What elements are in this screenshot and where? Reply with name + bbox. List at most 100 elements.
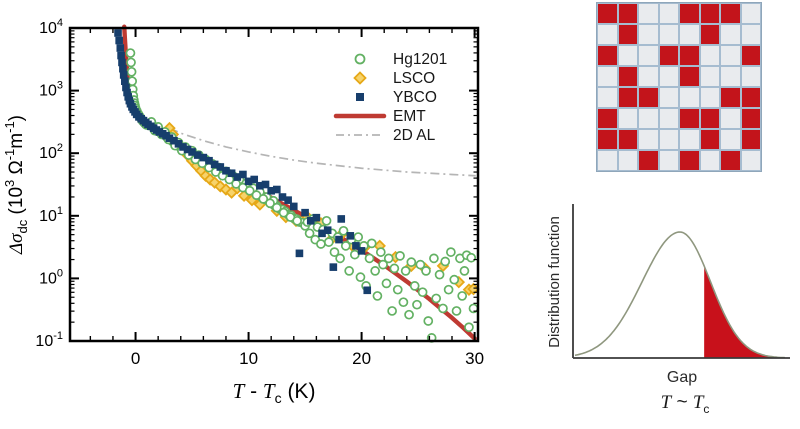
- al-2d-line: [169, 127, 476, 177]
- hg1201-point: [323, 237, 334, 247]
- hg1201-point: [126, 66, 137, 77]
- label-part: c: [275, 390, 282, 406]
- legend-label: YBCO: [393, 89, 437, 106]
- grid-cell-empty: [638, 66, 659, 87]
- hg1201-point: [415, 259, 426, 270]
- y-tick-exponent: 0: [57, 267, 63, 279]
- ybco-point: [357, 247, 366, 255]
- hg1201-point: [125, 48, 136, 58]
- hg1201-point: [321, 215, 332, 226]
- grid-cell-empty: [597, 66, 618, 87]
- hg1201-point: [404, 309, 414, 320]
- gap-distribution-plot: Distribution function Gap: [546, 204, 790, 386]
- hg1201-point: [466, 252, 477, 263]
- ybco-point: [193, 151, 202, 159]
- caption-part: T: [660, 392, 672, 413]
- ybco-point: [278, 193, 287, 201]
- y-tick-label: 100: [39, 267, 63, 287]
- hg1201-point: [440, 256, 451, 267]
- hg1201-point: [387, 306, 397, 316]
- lsco-point: [219, 183, 233, 196]
- grid-cell-filled: [597, 129, 618, 150]
- ybco-point: [122, 83, 130, 92]
- hg1201-point: [449, 274, 460, 285]
- grid-cell-filled: [638, 150, 659, 171]
- hg1201-point: [378, 259, 388, 270]
- grid-cell-empty: [617, 108, 638, 129]
- ybco-point: [256, 181, 264, 190]
- ybco-point: [318, 229, 326, 238]
- grid-cell-filled: [679, 150, 700, 171]
- lsco-point: [208, 176, 221, 189]
- y-tick-exponent: 3: [57, 80, 63, 92]
- hg1201-point: [355, 272, 366, 282]
- ybco-point: [244, 177, 253, 186]
- ybco-point: [115, 36, 123, 45]
- label-part: Ω: [6, 160, 27, 179]
- shaded-tail-area: [704, 266, 785, 358]
- grid-cell-empty: [699, 66, 720, 87]
- legend-item-2d-al: 2D AL: [336, 127, 436, 144]
- y-tick-base: 10: [39, 145, 57, 162]
- ybco-point: [273, 185, 281, 194]
- grid-cell-empty: [740, 150, 761, 171]
- grid-cell-empty: [720, 108, 741, 129]
- ybco-point: [118, 58, 126, 67]
- grid-cell-empty: [720, 24, 741, 45]
- ybco-point: [295, 249, 304, 258]
- label-part: T: [263, 379, 276, 403]
- ybco-point: [119, 71, 128, 79]
- ybco-point: [121, 77, 129, 86]
- grid-cell-empty: [658, 150, 679, 171]
- grid-cell-filled: [679, 45, 700, 66]
- grid-cell-empty: [699, 87, 720, 108]
- hg1201-point: [438, 303, 448, 314]
- grid-cell-filled: [679, 3, 700, 24]
- axes-layer: [68, 26, 480, 343]
- ybco-point: [261, 180, 270, 189]
- ybco-point: [170, 136, 178, 145]
- ybco-point: [222, 166, 230, 175]
- x-tick-label: 10: [239, 349, 258, 368]
- x-tick-label: 0: [131, 349, 140, 368]
- grid-cell-empty: [638, 3, 659, 24]
- grid-cell-empty: [658, 129, 679, 150]
- grid-cell-empty: [658, 87, 679, 108]
- lsco-series: [163, 121, 480, 296]
- ybco-point: [352, 242, 360, 250]
- hg1201-point: [271, 202, 282, 213]
- grid-cell-filled: [597, 3, 618, 24]
- series-layer: [114, 24, 480, 343]
- legend-item-lsco: LSCO: [353, 70, 435, 87]
- legend-item-hg1201: Hg1201: [354, 51, 447, 68]
- hg1201-point: [400, 266, 411, 276]
- grid-cell-filled: [740, 45, 761, 66]
- hg1201-point: [340, 240, 351, 251]
- caption-part: ~: [671, 392, 693, 413]
- grid-cell-filled: [617, 66, 638, 87]
- grid-cell-empty: [597, 87, 618, 108]
- ybco-point: [199, 153, 208, 162]
- ybco-point: [239, 170, 247, 179]
- y-tick-label: 102: [39, 142, 63, 162]
- hg1201-point: [366, 238, 377, 249]
- hg1201-point: [398, 297, 409, 308]
- ybco-point: [289, 202, 298, 211]
- ybco-point: [117, 51, 125, 60]
- y-tick-base: 10: [39, 20, 57, 37]
- hg1201-point: [423, 316, 434, 326]
- ybco-point: [188, 148, 196, 156]
- hg1201-point: [353, 232, 364, 242]
- dist-y-label: Distribution function: [546, 216, 563, 348]
- grid-cell-empty: [658, 66, 679, 87]
- caption-part: T: [692, 392, 704, 413]
- grid-cell-filled: [679, 108, 700, 129]
- ybco-point: [267, 186, 275, 195]
- label-part: -1: [2, 121, 17, 133]
- ybco-point: [346, 232, 355, 240]
- grid-cell-empty: [740, 3, 761, 24]
- y-tick-label: 10-1: [35, 330, 63, 350]
- legend-circle-marker: [354, 53, 366, 65]
